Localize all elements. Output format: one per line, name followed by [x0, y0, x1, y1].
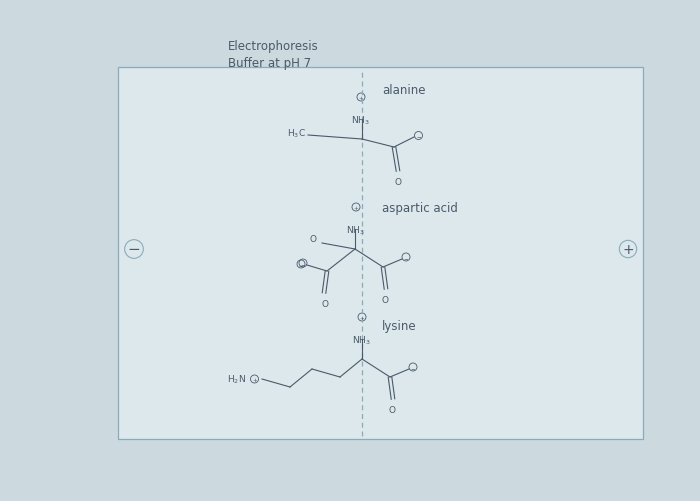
Text: −: −: [301, 262, 305, 267]
Text: O: O: [389, 405, 396, 414]
Text: Electrophoresis
Buffer at pH 7: Electrophoresis Buffer at pH 7: [228, 40, 318, 70]
Text: $\mathregular{H_2N}$: $\mathregular{H_2N}$: [227, 373, 246, 385]
Text: O: O: [309, 235, 316, 244]
Text: +: +: [358, 96, 363, 101]
Text: $\mathregular{NH_3}$: $\mathregular{NH_3}$: [351, 115, 370, 127]
Text: −: −: [404, 256, 408, 261]
Text: +: +: [622, 242, 634, 257]
Text: $\mathregular{NH_3}$: $\mathregular{NH_3}$: [353, 334, 372, 347]
Text: lysine: lysine: [382, 319, 416, 332]
Text: −: −: [127, 242, 141, 257]
Text: $\mathregular{H_3C}$: $\mathregular{H_3C}$: [287, 127, 306, 140]
FancyBboxPatch shape: [118, 68, 643, 439]
Text: $\mathregular{NH_3}$: $\mathregular{NH_3}$: [346, 224, 365, 237]
Text: −: −: [411, 365, 415, 370]
Text: O: O: [321, 300, 328, 309]
Text: +: +: [354, 205, 358, 210]
Text: −: −: [416, 134, 421, 139]
Text: −: −: [299, 263, 303, 268]
Text: O: O: [395, 178, 402, 187]
Text: +: +: [252, 377, 257, 382]
Text: +: +: [360, 315, 365, 320]
Text: aspartic acid: aspartic acid: [382, 201, 458, 214]
Text: alanine: alanine: [382, 84, 426, 97]
Text: O: O: [382, 296, 388, 305]
